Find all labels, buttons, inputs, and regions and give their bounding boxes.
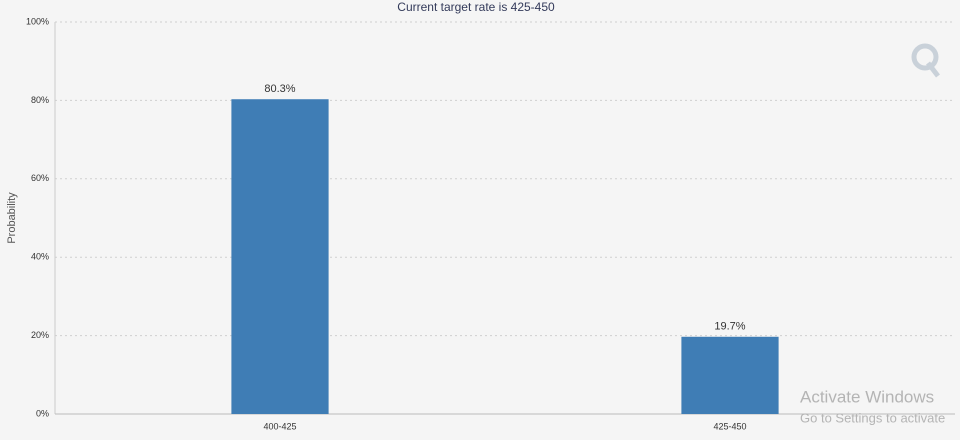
y-tick-label: 0% [36,408,49,418]
watermark-title: Activate Windows [800,387,934,406]
logo [911,43,940,78]
watermark-subtitle: Go to Settings to activate [800,410,945,425]
y-tick-label: 20% [31,330,49,340]
y-tick-label: 40% [31,252,49,262]
bar [681,336,779,414]
data-label: 80.3% [264,83,295,95]
data-label: 19.7% [714,321,745,333]
y-axis-label: Probability [6,192,18,244]
x-tick-label: 425-450 [713,421,746,431]
y-tick-label: 60% [31,173,49,183]
chart-title: Current target rate is 425-450 [397,0,555,14]
bar [231,99,329,414]
y-tick-label: 80% [31,95,49,105]
x-tick-label: 400-425 [263,421,296,431]
y-tick-label: 100% [26,16,49,26]
